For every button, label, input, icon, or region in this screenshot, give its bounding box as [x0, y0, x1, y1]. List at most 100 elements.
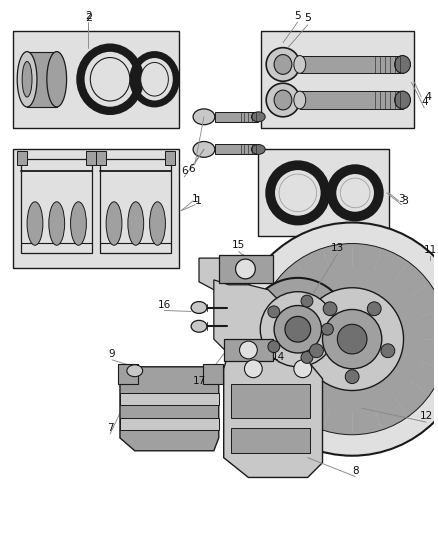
Ellipse shape	[106, 202, 122, 245]
Bar	[100, 159, 171, 253]
Polygon shape	[27, 52, 57, 107]
Ellipse shape	[266, 47, 300, 81]
Text: 15: 15	[232, 240, 245, 251]
Text: 2: 2	[85, 11, 92, 21]
Ellipse shape	[128, 202, 144, 245]
Ellipse shape	[381, 344, 395, 358]
Polygon shape	[215, 144, 258, 155]
Ellipse shape	[321, 324, 333, 335]
Text: 3: 3	[398, 194, 405, 204]
Ellipse shape	[17, 52, 37, 107]
Bar	[166, 151, 175, 165]
Ellipse shape	[251, 144, 265, 155]
Bar	[118, 364, 138, 384]
Bar	[203, 364, 223, 384]
Bar	[120, 393, 219, 405]
Ellipse shape	[244, 360, 262, 378]
Polygon shape	[300, 55, 403, 74]
Bar	[17, 151, 27, 165]
Text: 12: 12	[420, 411, 433, 421]
Ellipse shape	[268, 306, 280, 318]
Ellipse shape	[345, 370, 359, 384]
Bar	[219, 255, 273, 283]
Ellipse shape	[301, 351, 313, 364]
Ellipse shape	[191, 320, 207, 332]
Ellipse shape	[395, 55, 410, 74]
Bar	[13, 31, 179, 128]
Bar	[258, 149, 389, 236]
Ellipse shape	[236, 259, 255, 279]
Ellipse shape	[310, 344, 323, 358]
Ellipse shape	[274, 305, 321, 353]
Ellipse shape	[236, 223, 438, 456]
Text: 14: 14	[272, 352, 285, 362]
Polygon shape	[120, 367, 219, 451]
Ellipse shape	[274, 90, 292, 110]
Polygon shape	[215, 112, 258, 122]
Ellipse shape	[141, 62, 168, 96]
Ellipse shape	[240, 341, 257, 359]
Text: 4: 4	[421, 97, 427, 107]
Text: 5: 5	[294, 11, 301, 21]
Ellipse shape	[268, 341, 280, 353]
Text: 17: 17	[192, 376, 205, 385]
Text: 7: 7	[107, 423, 113, 433]
Ellipse shape	[294, 360, 312, 378]
Ellipse shape	[27, 202, 43, 245]
Ellipse shape	[127, 365, 143, 377]
Ellipse shape	[150, 202, 166, 245]
Ellipse shape	[49, 202, 65, 245]
Ellipse shape	[191, 302, 207, 313]
Polygon shape	[224, 357, 322, 478]
Bar	[21, 159, 92, 253]
Text: 2: 2	[85, 13, 92, 23]
Ellipse shape	[274, 54, 292, 74]
Bar	[120, 418, 219, 430]
Ellipse shape	[90, 58, 130, 101]
Bar	[96, 151, 106, 165]
Text: 1: 1	[195, 196, 202, 206]
Ellipse shape	[301, 288, 403, 391]
Ellipse shape	[193, 141, 215, 157]
Ellipse shape	[337, 324, 367, 354]
Ellipse shape	[257, 244, 438, 435]
Text: 6: 6	[181, 166, 187, 176]
Polygon shape	[199, 255, 248, 295]
Bar	[224, 339, 273, 361]
Text: 5: 5	[304, 13, 311, 23]
Bar	[231, 384, 310, 418]
Ellipse shape	[266, 83, 300, 117]
Ellipse shape	[340, 178, 370, 208]
Ellipse shape	[247, 278, 349, 381]
Ellipse shape	[395, 91, 410, 109]
Ellipse shape	[22, 61, 32, 97]
Text: 8: 8	[352, 465, 358, 475]
Ellipse shape	[294, 91, 306, 109]
Bar	[261, 31, 414, 128]
Ellipse shape	[322, 310, 382, 369]
Ellipse shape	[251, 112, 265, 122]
Text: 9: 9	[109, 349, 115, 359]
Text: 11: 11	[424, 245, 437, 255]
Polygon shape	[214, 280, 283, 354]
Ellipse shape	[301, 295, 313, 307]
Ellipse shape	[323, 302, 337, 316]
Text: 6: 6	[188, 164, 194, 174]
Ellipse shape	[193, 109, 215, 125]
Polygon shape	[300, 91, 403, 109]
Bar	[231, 428, 310, 453]
Text: 3: 3	[402, 196, 409, 206]
Bar	[13, 149, 179, 268]
Ellipse shape	[294, 55, 306, 74]
Ellipse shape	[279, 174, 317, 212]
Ellipse shape	[367, 302, 381, 316]
Text: 13: 13	[331, 243, 344, 253]
Ellipse shape	[47, 52, 67, 107]
Ellipse shape	[260, 292, 336, 367]
Text: 4: 4	[424, 92, 431, 102]
Text: 16: 16	[158, 300, 171, 310]
Text: 1: 1	[192, 194, 198, 204]
Bar	[86, 151, 96, 165]
Ellipse shape	[285, 317, 311, 342]
Ellipse shape	[71, 202, 86, 245]
